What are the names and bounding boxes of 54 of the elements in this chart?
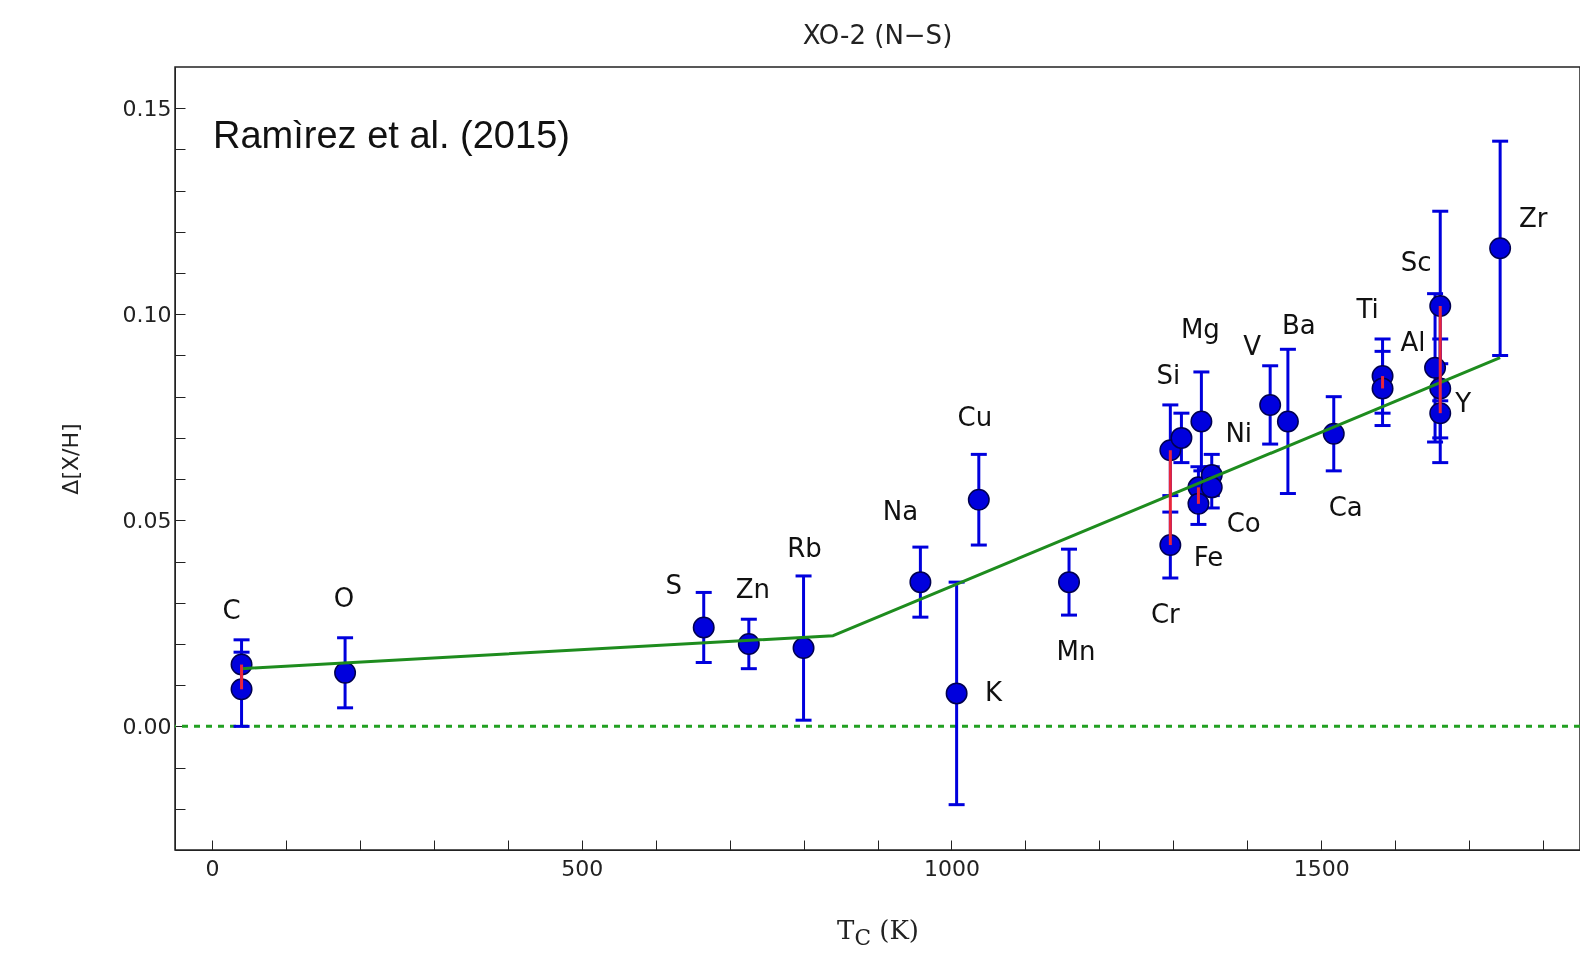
annotation: Ti	[1355, 294, 1379, 325]
y-axis-title: Δ[X/H]	[57, 423, 83, 495]
annotation: Cr	[1150, 599, 1181, 630]
annotation: S	[665, 570, 682, 601]
annotation: Co	[1226, 508, 1261, 539]
point	[1058, 571, 1081, 594]
annotation: K	[985, 677, 1004, 708]
point	[1276, 410, 1299, 433]
annotation: C	[222, 594, 241, 625]
annotation: Zn	[735, 573, 770, 604]
point	[1190, 410, 1213, 433]
point	[792, 637, 815, 660]
chart-title: XO-2 (N−S)	[802, 20, 953, 50]
y-tick-label: 0.00	[122, 713, 172, 739]
x-axis-title: T$_{C}$ (K)	[836, 915, 920, 951]
point	[967, 488, 990, 511]
point	[1371, 377, 1394, 400]
annotation: Ca	[1328, 491, 1363, 522]
annotation: Mg	[1180, 314, 1220, 345]
x-tick-label: 1500	[1293, 855, 1350, 881]
point	[909, 571, 932, 594]
point	[1489, 237, 1512, 260]
x-tick-label: 1000	[923, 855, 980, 881]
x-tick-label: 500	[561, 855, 604, 881]
annotation: Na	[882, 496, 919, 527]
y-tick-label: 0.15	[122, 95, 172, 121]
point	[334, 661, 357, 684]
point	[1170, 426, 1193, 449]
point	[945, 682, 968, 705]
y-tick-label: 0.05	[122, 507, 172, 533]
point	[230, 678, 253, 701]
x-tick-label: 0	[205, 855, 220, 881]
point	[1200, 476, 1223, 499]
annotation: Mn	[1056, 636, 1096, 667]
point	[1159, 534, 1182, 557]
annotation: Si	[1156, 359, 1181, 390]
point	[1429, 402, 1452, 425]
annotation: O	[333, 582, 355, 613]
annotation: Cu	[957, 401, 993, 432]
annotation: Zr	[1518, 203, 1548, 234]
annotation: Sc	[1400, 247, 1432, 278]
annotation: Al	[1400, 326, 1426, 357]
annotation: Fe	[1193, 541, 1224, 572]
y-tick-label: 0.10	[122, 301, 172, 327]
annotation: Rb	[787, 532, 822, 563]
annotation: V	[1243, 330, 1262, 361]
point	[1429, 295, 1452, 317]
annotation: Y	[1454, 388, 1472, 419]
point	[1187, 492, 1210, 515]
annotation: Ni	[1225, 417, 1253, 448]
point	[1259, 393, 1282, 416]
point	[692, 616, 715, 639]
annotation: Ramìrez et al. (2015)	[213, 114, 570, 156]
annotation: Ba	[1282, 310, 1316, 341]
